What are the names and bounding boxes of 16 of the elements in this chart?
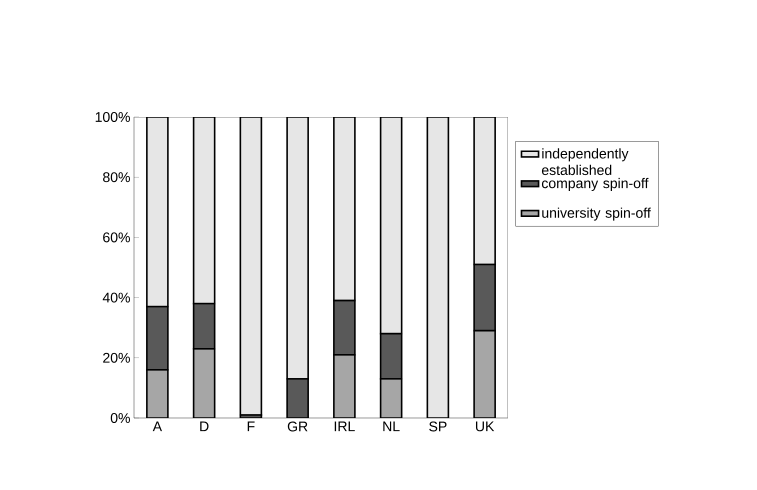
x-tick-label: IRL	[334, 422, 355, 432]
y-tick-label: 100%	[96, 112, 130, 122]
y-tick-label: 20%	[103, 352, 130, 363]
x-tick-label: D	[200, 422, 209, 432]
x-tick-label: NL	[383, 422, 400, 432]
x-tick-label: SP	[429, 422, 446, 432]
legend-label: company spin-off	[542, 178, 648, 191]
y-tick-label: 0%	[110, 413, 130, 423]
legend-label: university spin-off	[542, 208, 651, 221]
x-tick-label: F	[248, 422, 255, 432]
x-tick-label: A	[152, 422, 162, 432]
y-tick-label: 60%	[103, 232, 130, 242]
x-tick-label: GR	[288, 422, 308, 432]
x-tick-label: UK	[476, 422, 494, 432]
y-tick-label: 40%	[102, 292, 130, 303]
y-tick-label: 80%	[103, 172, 130, 182]
